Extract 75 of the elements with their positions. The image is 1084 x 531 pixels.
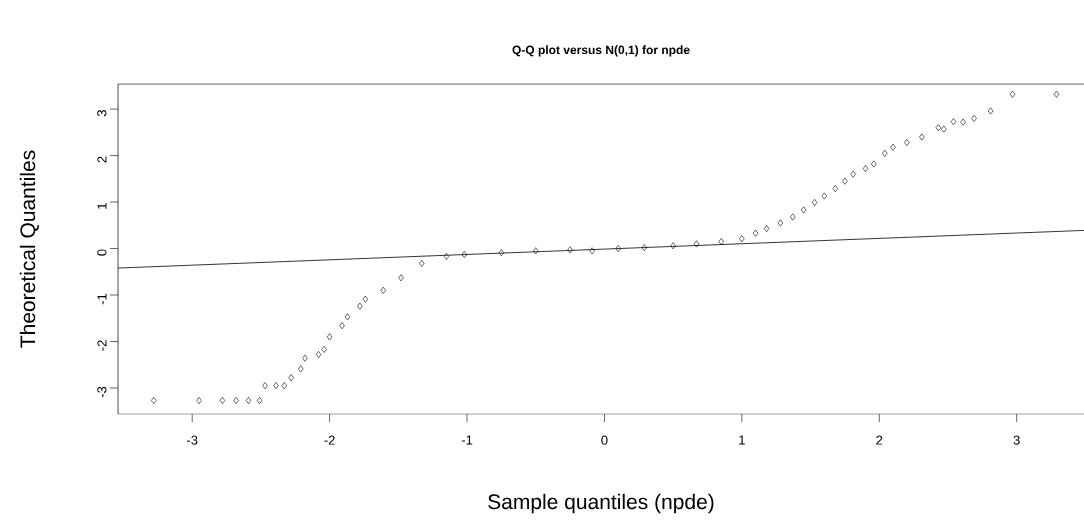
y-tick-label: -1 bbox=[97, 293, 107, 305]
point bbox=[941, 125, 947, 133]
x-tick-label: -1 bbox=[461, 435, 473, 445]
point bbox=[288, 374, 294, 382]
point bbox=[842, 177, 848, 185]
point bbox=[777, 219, 784, 227]
point bbox=[904, 139, 910, 147]
point bbox=[233, 397, 239, 405]
x-tick-label: 1 bbox=[739, 435, 745, 445]
point bbox=[987, 107, 994, 115]
point bbox=[443, 252, 450, 260]
point bbox=[321, 345, 327, 353]
y-tick-label: 0 bbox=[97, 249, 107, 256]
point bbox=[752, 229, 759, 237]
point bbox=[971, 114, 977, 122]
point bbox=[273, 382, 279, 390]
point bbox=[1009, 90, 1016, 98]
point bbox=[811, 199, 818, 207]
point bbox=[256, 397, 263, 405]
point bbox=[357, 302, 363, 310]
y-tick-label: -2 bbox=[97, 340, 107, 351]
point bbox=[589, 247, 595, 255]
y-tick-label: -3 bbox=[97, 386, 107, 398]
point bbox=[882, 149, 888, 157]
point bbox=[935, 124, 942, 132]
x-tick-label: 3 bbox=[1013, 435, 1020, 445]
point bbox=[326, 333, 333, 341]
point bbox=[615, 245, 621, 253]
point bbox=[281, 382, 287, 390]
point bbox=[245, 397, 252, 405]
point bbox=[670, 242, 676, 250]
point bbox=[315, 351, 322, 359]
point bbox=[960, 118, 966, 126]
point bbox=[219, 397, 226, 405]
x-tick-label: 2 bbox=[876, 435, 883, 445]
point bbox=[950, 118, 957, 126]
point bbox=[362, 295, 369, 303]
y-tick-label: 1 bbox=[97, 203, 107, 209]
chart-title: Q-Q plot versus N(0,1) for npde bbox=[512, 45, 690, 57]
point bbox=[461, 251, 467, 259]
point bbox=[790, 213, 796, 221]
point bbox=[862, 165, 869, 173]
point bbox=[151, 397, 157, 405]
point bbox=[641, 244, 647, 252]
point bbox=[196, 397, 202, 405]
point bbox=[832, 185, 838, 193]
point bbox=[739, 235, 745, 243]
point bbox=[567, 246, 573, 254]
x-tick-label: -3 bbox=[187, 435, 198, 445]
point bbox=[871, 160, 877, 168]
point bbox=[1053, 90, 1060, 98]
point bbox=[339, 322, 345, 330]
x-tick-label: -2 bbox=[324, 435, 335, 445]
point bbox=[398, 274, 404, 282]
x-axis-title: Sample quantiles (npde) bbox=[488, 493, 714, 514]
y-tick-label: 3 bbox=[97, 110, 107, 117]
point bbox=[763, 225, 770, 233]
y-axis-title: Theoretical Quantiles bbox=[19, 150, 39, 348]
point bbox=[800, 206, 807, 214]
point bbox=[718, 238, 724, 246]
point bbox=[533, 247, 539, 255]
point bbox=[919, 133, 925, 141]
point bbox=[344, 313, 351, 321]
point bbox=[850, 170, 856, 178]
point bbox=[821, 192, 827, 200]
point bbox=[693, 240, 700, 248]
point bbox=[262, 382, 268, 390]
y-tick-label: 2 bbox=[97, 156, 107, 163]
point bbox=[298, 365, 304, 373]
point bbox=[498, 249, 505, 257]
point bbox=[418, 259, 425, 267]
point bbox=[890, 143, 896, 151]
point bbox=[302, 354, 308, 362]
x-tick-label: 0 bbox=[601, 435, 608, 445]
point bbox=[380, 286, 386, 294]
